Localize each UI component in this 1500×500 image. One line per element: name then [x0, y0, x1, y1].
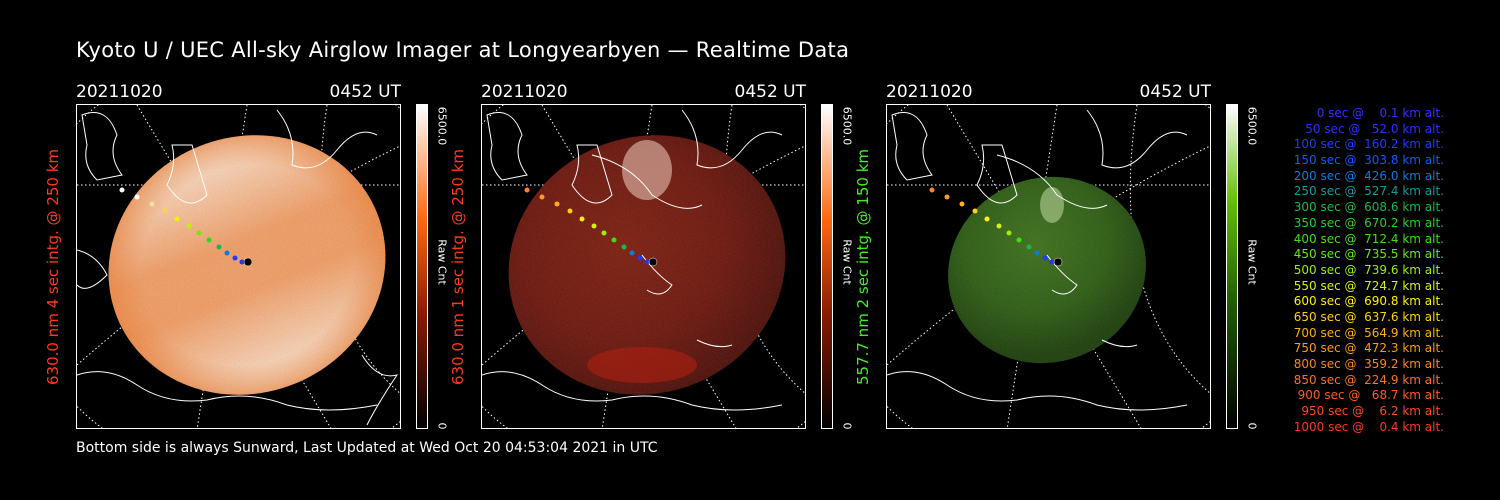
trajectory [524, 187, 658, 267]
panel-time: 0452 UT [1139, 82, 1212, 102]
legend-entry: 650 sec @ 637.6 km alt. [1293, 309, 1444, 324]
colorbar [1226, 104, 1238, 429]
panel-date: 20211020 [76, 82, 163, 102]
legend-entry: 0 sec @ 0.1 km alt. [1316, 106, 1444, 120]
legend-entry: 300 sec @ 608.6 km alt. [1293, 200, 1444, 215]
colorbar-max: 6500.0 [1245, 106, 1259, 146]
coastlines [887, 109, 1188, 411]
airglow-image [481, 104, 806, 429]
legend-entry: 350 sec @ 670.2 km alt. [1293, 215, 1444, 230]
legend-entry: 400 sec @ 712.4 km alt. [1293, 231, 1444, 246]
legend-entry: 50 sec @ 52.0 km alt. [1305, 121, 1444, 136]
legend-entry: 600 sec @ 690.8 km alt. [1293, 294, 1444, 309]
panel-630nm-1sec: 20211020 0452 UT 630.0 nm 1 sec intg. @ … [449, 80, 881, 432]
trajectory [929, 187, 1063, 267]
page-title: Kyoto U / UEC All-sky Airglow Imager at … [76, 38, 850, 62]
coastlines [482, 109, 783, 411]
colorbar [821, 104, 833, 429]
legend-entry: 250 sec @ 527.4 km alt. [1293, 184, 1444, 199]
legend-entry: 700 sec @ 564.9 km alt. [1293, 325, 1444, 340]
legend-entry: 850 sec @ 224.9 km alt. [1293, 372, 1444, 387]
legend-entry: 500 sec @ 739.6 km alt. [1293, 262, 1444, 277]
airglow-image [76, 104, 401, 429]
panel-time: 0452 UT [734, 82, 807, 102]
legend-entry: 900 sec @ 68.7 km alt. [1297, 388, 1444, 403]
airglow-image [886, 104, 1211, 429]
altitude-legend: 0 sec @ 0.1 km alt. 50 sec @ 52.0 km alt… [1262, 106, 1444, 435]
panel-date: 20211020 [886, 82, 973, 102]
panel-y-label: 630.0 nm 1 sec intg. @ 250 km [449, 148, 467, 385]
colorbar [416, 104, 428, 429]
panel-y-label: 557.7 nm 2 sec intg. @ 150 km [854, 148, 872, 385]
panel-630nm-4sec: 20211020 0452 UT 630.0 nm 4 sec intg. @ … [44, 80, 476, 432]
coastlines [77, 109, 399, 426]
legend-entry: 1000 sec @ 0.4 km alt. [1293, 419, 1444, 434]
legend-entry: 100 sec @ 160.2 km alt. [1293, 137, 1444, 152]
panel-y-label: 630.0 nm 4 sec intg. @ 250 km [44, 148, 62, 385]
colorbar-min: 0 [1245, 422, 1259, 430]
legend-entry: 150 sec @ 303.8 km alt. [1293, 153, 1444, 168]
panel-date: 20211020 [481, 82, 568, 102]
legend-entry: 450 sec @ 735.5 km alt. [1293, 247, 1444, 262]
legend-entry: 200 sec @ 426.0 km alt. [1293, 168, 1444, 183]
legend-entry: 550 sec @ 724.7 km alt. [1293, 278, 1444, 293]
footer-note: Bottom side is always Sunward, Last Upda… [76, 440, 658, 456]
trajectory [119, 187, 253, 267]
legend-entry: 750 sec @ 472.3 km alt. [1293, 341, 1444, 356]
panel-557nm-2sec: 20211020 0452 UT 557.7 nm 2 sec intg. @ … [854, 80, 1286, 432]
panel-time: 0452 UT [329, 82, 402, 102]
colorbar-title: Raw Cnt [1245, 239, 1259, 285]
legend-entry: 950 sec @ 6.2 km alt. [1301, 404, 1444, 419]
legend-entry: 800 sec @ 359.2 km alt. [1293, 357, 1444, 371]
